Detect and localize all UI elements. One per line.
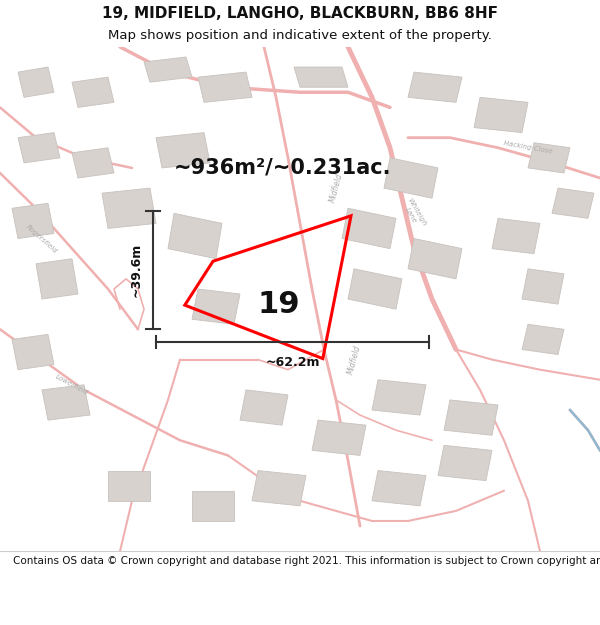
Polygon shape: [528, 142, 570, 173]
Text: Whiteigh
Lane: Whiteigh Lane: [400, 196, 428, 230]
Polygon shape: [294, 67, 348, 88]
Polygon shape: [12, 203, 54, 239]
Text: 19, MIDFIELD, LANGHO, BLACKBURN, BB6 8HF: 19, MIDFIELD, LANGHO, BLACKBURN, BB6 8HF: [102, 6, 498, 21]
Polygon shape: [438, 446, 492, 481]
Text: ~936m²/~0.231ac.: ~936m²/~0.231ac.: [173, 158, 391, 178]
Text: Midfield: Midfield: [328, 173, 344, 204]
Polygon shape: [552, 188, 594, 218]
Polygon shape: [444, 400, 498, 435]
Polygon shape: [384, 158, 438, 198]
Polygon shape: [18, 67, 54, 98]
Text: Map shows position and indicative extent of the property.: Map shows position and indicative extent…: [108, 29, 492, 42]
Polygon shape: [312, 420, 366, 456]
Polygon shape: [240, 390, 288, 425]
Polygon shape: [474, 98, 528, 132]
Polygon shape: [522, 324, 564, 354]
Text: ~39.6m: ~39.6m: [129, 243, 142, 297]
Polygon shape: [372, 471, 426, 506]
Text: 19: 19: [257, 289, 301, 319]
Polygon shape: [108, 471, 150, 501]
Polygon shape: [192, 491, 234, 521]
Polygon shape: [12, 334, 54, 369]
Text: Hacking Close: Hacking Close: [503, 141, 553, 155]
Text: Lowerfield: Lowerfield: [55, 374, 89, 396]
Polygon shape: [18, 132, 60, 163]
Text: Contains OS data © Crown copyright and database right 2021. This information is : Contains OS data © Crown copyright and d…: [13, 556, 600, 566]
Polygon shape: [348, 269, 402, 309]
Polygon shape: [252, 471, 306, 506]
Polygon shape: [72, 77, 114, 108]
Polygon shape: [36, 259, 78, 299]
Text: ~62.2m: ~62.2m: [265, 356, 320, 369]
Text: Rogersfield: Rogersfield: [25, 223, 59, 254]
Polygon shape: [408, 72, 462, 102]
Polygon shape: [192, 289, 240, 324]
Polygon shape: [408, 239, 462, 279]
Polygon shape: [72, 148, 114, 178]
Polygon shape: [372, 380, 426, 415]
Polygon shape: [492, 218, 540, 254]
Polygon shape: [42, 385, 90, 420]
Polygon shape: [156, 132, 210, 168]
Polygon shape: [144, 57, 192, 82]
Text: Midfield: Midfield: [346, 344, 362, 375]
Polygon shape: [198, 72, 252, 102]
Polygon shape: [342, 208, 396, 249]
Polygon shape: [102, 188, 156, 229]
Polygon shape: [168, 213, 222, 259]
Polygon shape: [522, 269, 564, 304]
